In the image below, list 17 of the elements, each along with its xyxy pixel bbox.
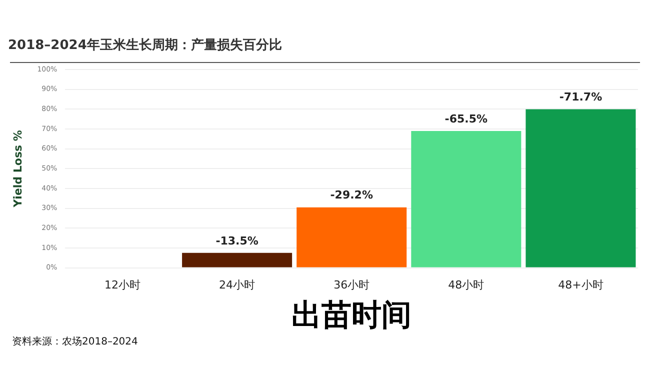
bar bbox=[296, 207, 407, 268]
annotation: -29.2% bbox=[330, 188, 373, 202]
x-tick-label: 36小时 bbox=[334, 278, 370, 292]
annotation: -65.5% bbox=[444, 112, 488, 126]
text: 资料来源：农场2018–2024 bbox=[12, 336, 138, 348]
x-tick-label: 24小时 bbox=[219, 278, 256, 292]
annotation: -13.5% bbox=[216, 234, 258, 248]
bar bbox=[182, 252, 292, 268]
x-tick-label: 12小时 bbox=[104, 278, 140, 292]
bar bbox=[526, 109, 636, 268]
x-axis-title: 出苗时间 bbox=[292, 298, 412, 333]
x-tick-label: 48+小时 bbox=[558, 278, 604, 292]
bar bbox=[411, 131, 522, 268]
annotation: -71.7% bbox=[559, 90, 602, 104]
y-axis-title: Yield Loss % bbox=[11, 130, 24, 208]
x-tick-label: 48小时 bbox=[448, 278, 484, 292]
chart-title: 2018–2024年玉米生长周期：产量损失百分比 bbox=[8, 37, 282, 54]
